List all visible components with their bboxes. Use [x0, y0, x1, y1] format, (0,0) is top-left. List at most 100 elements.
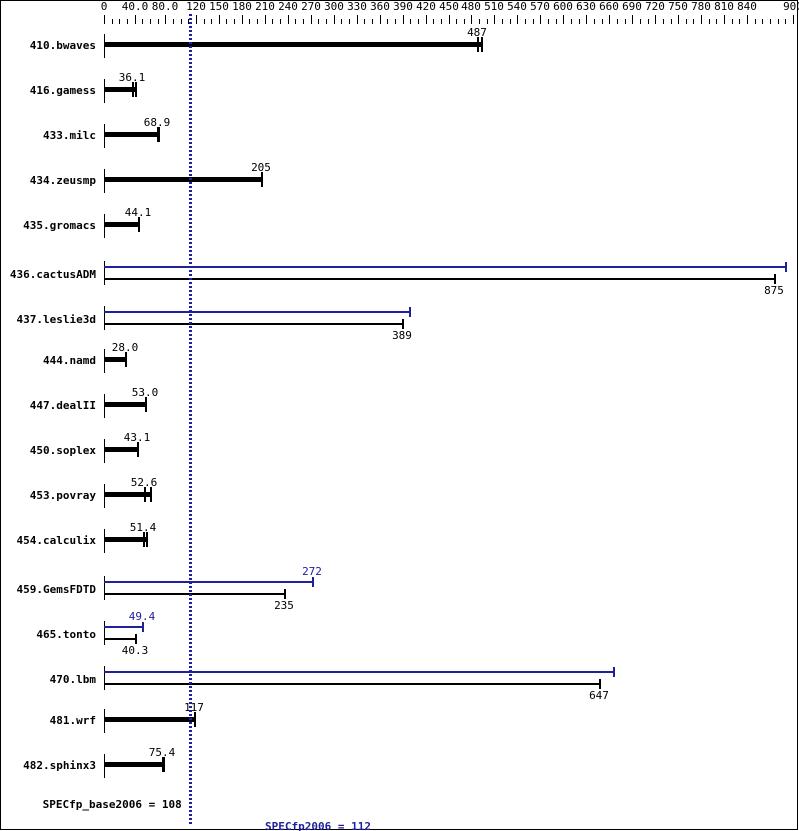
benchmark-row: 436.cactusADM 875 [0, 253, 799, 298]
axis-tick-major [563, 15, 564, 24]
benchmark-name-label: 437.leslie3d [16, 313, 96, 326]
axis-tick-major [242, 15, 243, 24]
axis-tick-major [265, 15, 266, 24]
axis-tick-minor [441, 19, 442, 24]
base-value-label: 28.0 [111, 341, 139, 354]
axis-tick-major [288, 15, 289, 24]
axis-tick-label: 270 [301, 0, 321, 13]
axis-tick-minor [226, 19, 227, 24]
benchmark-name-label: 450.soplex [29, 444, 96, 457]
axis-tick-label: 80.0 [151, 0, 179, 13]
base-bar-endcap [599, 679, 601, 689]
benchmark-row: 482.sphinx3 75.4 [0, 747, 799, 793]
axis-tick-minor [295, 19, 296, 24]
benchmark-row: 450.soplex 43.1 [0, 432, 799, 478]
axis-tick-label: 690 [622, 0, 642, 13]
axis-tick-major [655, 15, 656, 24]
axis-tick-minor [173, 19, 174, 24]
axis-tick-label: 450 [439, 0, 459, 13]
base-bar-endcap [261, 172, 263, 187]
axis-tick-label: 390 [393, 0, 413, 13]
axis-tick-minor [257, 19, 258, 24]
axis-tick-minor [755, 19, 756, 24]
base-value-label: 389 [392, 329, 412, 342]
axis-tick-minor [234, 19, 235, 24]
axis-tick-major [701, 15, 702, 24]
axis-tick-label: 180 [232, 0, 252, 13]
combined-bar [104, 717, 194, 722]
base-bar-endcap [125, 352, 127, 367]
benchmark-name-label: 470.lbm [49, 673, 96, 686]
axis-tick-minor [326, 19, 327, 24]
axis-tick-minor [364, 19, 365, 24]
axis-tick-major [449, 15, 450, 24]
base-value-label: 36.1 [118, 71, 146, 84]
peak-bar [104, 626, 142, 628]
benchmark-row: 454.calculix 51.4 [0, 522, 799, 568]
axis-tick-major [747, 15, 748, 24]
base-bar [104, 323, 402, 325]
base-value-label: 52.6 [130, 476, 158, 489]
benchmark-row: 410.bwaves 487 [0, 27, 799, 73]
base-bar-endcap [194, 712, 196, 727]
axis-tick-major [219, 15, 220, 24]
base-bar-endcap [144, 487, 146, 502]
axis-tick-minor [387, 19, 388, 24]
combined-bar [104, 537, 147, 542]
benchmark-row: 444.namd 28.0 [0, 341, 799, 388]
axis-tick-major [609, 15, 610, 24]
axis-tick-minor [693, 19, 694, 24]
axis-tick-label: 300 [324, 0, 344, 13]
axis-tick-label: 0 [100, 0, 108, 13]
peak-bar-endcap [785, 262, 787, 272]
axis-tick-major [104, 15, 105, 24]
axis-tick-major [632, 15, 633, 24]
base-value-label: 40.3 [121, 644, 149, 657]
base-value-label: 68.9 [143, 116, 171, 129]
axis-tick-major [357, 15, 358, 24]
axis-tick-minor [349, 19, 350, 24]
axis-tick-minor [150, 19, 151, 24]
benchmark-row: 481.wrf 117 [0, 701, 799, 748]
peak-bar [104, 581, 313, 583]
axis-tick-label: 810 [714, 0, 734, 13]
axis-tick-major [426, 15, 427, 24]
axis-tick-minor [181, 19, 182, 24]
axis-tick-label: 150 [209, 0, 229, 13]
axis-tick-minor [204, 19, 205, 24]
base-value-label: 53.0 [131, 386, 159, 399]
benchmark-name-label: 410.bwaves [29, 39, 96, 52]
combined-bar [104, 357, 126, 362]
base-value-label: 117 [184, 701, 204, 714]
base-value-label: 235 [274, 599, 294, 612]
base-bar-endcap [138, 217, 140, 232]
base-bar [104, 278, 774, 280]
axis-tick-minor [770, 19, 771, 24]
base-value-label: 205 [251, 161, 271, 174]
axis-tick-major [586, 15, 587, 24]
axis-tick-minor [663, 19, 664, 24]
peak-bar-endcap [135, 82, 137, 97]
axis-tick-label: 630 [576, 0, 596, 13]
row-zero-tick [104, 621, 105, 645]
axis-tick-minor [778, 19, 779, 24]
axis-tick-minor [671, 19, 672, 24]
axis-tick-minor [188, 19, 189, 24]
axis-tick-minor [640, 19, 641, 24]
base-summary-label: SPECfp_base2006 = 108 [42, 798, 182, 811]
base-value-label: 875 [764, 284, 784, 297]
peak-bar [104, 671, 614, 673]
axis-tick-major [311, 15, 312, 24]
row-zero-tick [104, 666, 105, 690]
axis-tick-minor [716, 19, 717, 24]
axis-tick-minor [410, 19, 411, 24]
base-bar-endcap [774, 274, 776, 284]
benchmark-name-label: 459.GemsFDTD [16, 583, 96, 596]
peak-summary-label: SPECfp2006 = 112 [265, 820, 371, 831]
axis-tick-minor [487, 19, 488, 24]
axis-tick-minor [785, 19, 786, 24]
axis-tick-minor [341, 19, 342, 24]
benchmark-row: 435.gromacs 44.1 [0, 207, 799, 253]
peak-bar-endcap [481, 37, 483, 52]
